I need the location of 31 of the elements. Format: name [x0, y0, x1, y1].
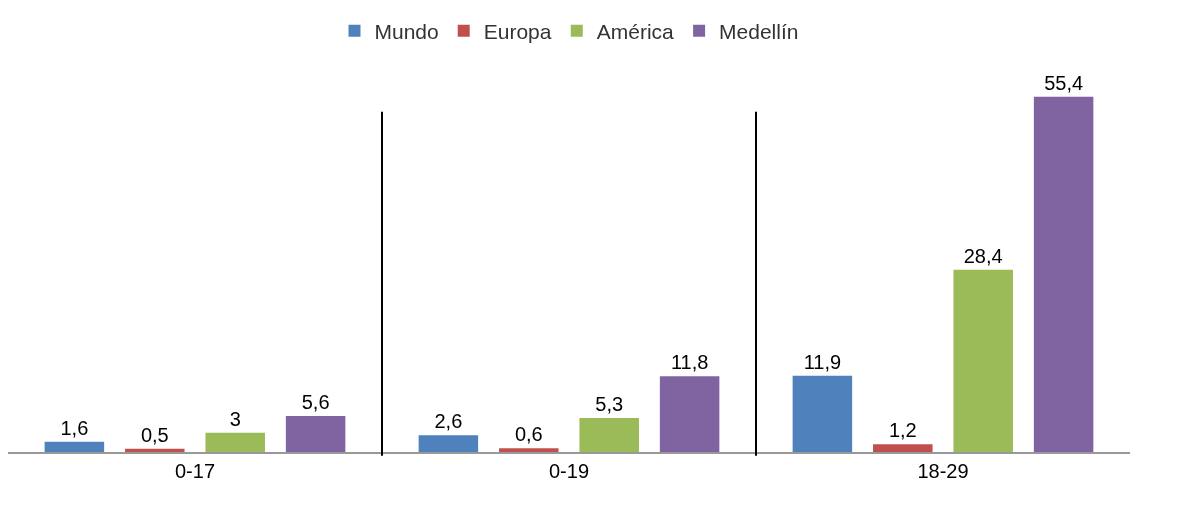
legend-label: América: [596, 20, 675, 44]
data-label: 11,9: [803, 350, 842, 373]
data-label: 2,6: [434, 410, 463, 433]
data-label: 1,6: [60, 416, 89, 439]
bar: [873, 444, 933, 452]
legend-label: Mundo: [374, 20, 439, 44]
bar: [125, 448, 185, 452]
data-label: 0,5: [140, 423, 169, 446]
bar: [418, 435, 479, 452]
bar: [659, 376, 720, 452]
bar: [953, 269, 1013, 452]
x-tick-label: 18-29: [917, 459, 969, 482]
x-tick-label: 0-19: [548, 459, 590, 482]
data-label: 55,4: [1044, 71, 1084, 94]
legend-label: Europa: [483, 20, 552, 44]
data-label: 28,4: [963, 244, 1003, 267]
data-label: 11,8: [670, 351, 709, 374]
bar: [792, 375, 853, 452]
bar: [44, 441, 105, 452]
data-label: 5,6: [301, 391, 330, 414]
legend-label: Medellín: [719, 20, 799, 44]
data-label: 3: [229, 407, 241, 430]
x-tick-label: 0-17: [174, 459, 216, 482]
data-label: 0,6: [514, 423, 543, 446]
data-label: 1,2: [888, 419, 917, 442]
bar: [205, 432, 265, 452]
bar: [285, 416, 346, 452]
bar: [579, 418, 639, 452]
bar: [499, 448, 559, 452]
bar: [1033, 96, 1094, 452]
data-label: 5,3: [595, 393, 624, 416]
